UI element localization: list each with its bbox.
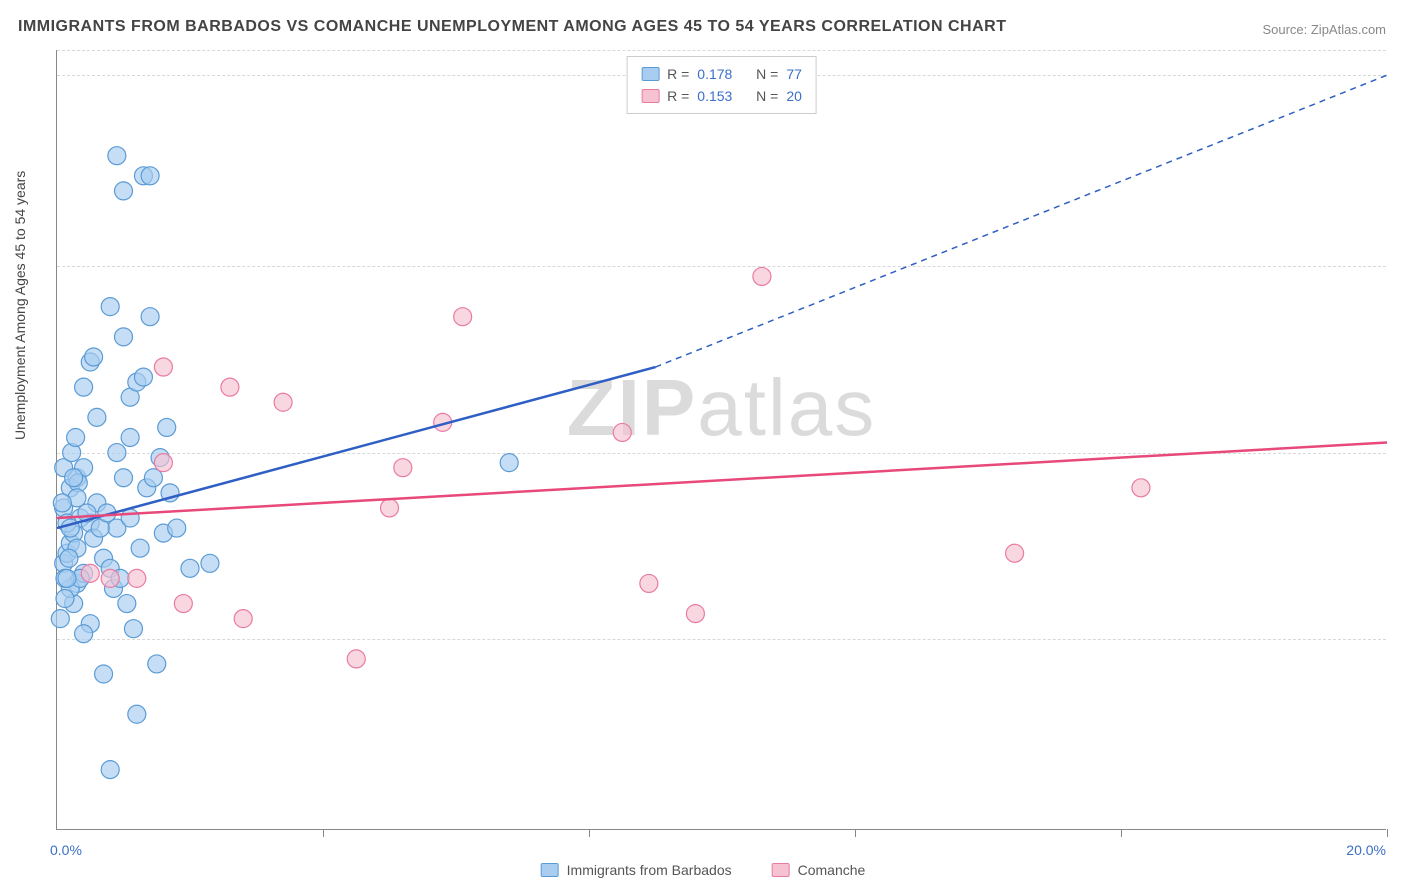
chart-canvas <box>57 50 1386 829</box>
n-value-2: 20 <box>786 85 802 107</box>
series-swatch-1 <box>641 67 659 81</box>
legend-label-1: Immigrants from Barbados <box>567 862 732 878</box>
legend-stats: R = 0.178 N = 77 R = 0.153 N = 20 <box>626 56 817 114</box>
legend-stats-row-2: R = 0.153 N = 20 <box>641 85 802 107</box>
legend-label-2: Comanche <box>798 862 866 878</box>
legend-item-1: Immigrants from Barbados <box>541 862 732 878</box>
source-attribution: Source: ZipAtlas.com <box>1262 22 1386 37</box>
legend-swatch-2 <box>772 863 790 877</box>
n-label-2: N = <box>756 85 778 107</box>
r-label-2: R = <box>667 85 689 107</box>
legend-swatch-1 <box>541 863 559 877</box>
r-value-1: 0.178 <box>697 63 732 85</box>
series-swatch-2 <box>641 89 659 103</box>
legend-stats-row-1: R = 0.178 N = 77 <box>641 63 802 85</box>
legend-item-2: Comanche <box>772 862 866 878</box>
x-axis-max-label: 20.0% <box>1346 842 1386 858</box>
r-label: R = <box>667 63 689 85</box>
x-axis-origin-label: 0.0% <box>50 842 82 858</box>
plot-area: ZIPatlas R = 0.178 N = 77 R = 0.153 N = … <box>56 50 1386 830</box>
n-value-1: 77 <box>786 63 802 85</box>
r-value-2: 0.153 <box>697 85 732 107</box>
n-label: N = <box>756 63 778 85</box>
chart-title: IMMIGRANTS FROM BARBADOS VS COMANCHE UNE… <box>18 18 1006 36</box>
legend-series: Immigrants from Barbados Comanche <box>541 862 866 878</box>
y-axis-label: Unemployment Among Ages 45 to 54 years <box>12 171 28 440</box>
